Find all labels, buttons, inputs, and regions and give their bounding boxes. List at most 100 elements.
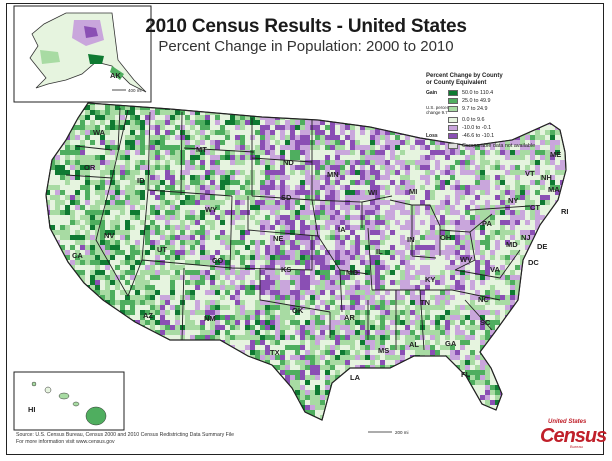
county-cell: [280, 370, 285, 375]
county-cell: [520, 400, 525, 405]
county-cell: [365, 395, 370, 400]
county-cell: [115, 240, 120, 245]
county-cell: [180, 140, 185, 145]
county-cell: [270, 415, 275, 420]
county-cell: [115, 220, 120, 225]
county-cell: [320, 290, 325, 295]
county-cell: [135, 290, 140, 295]
county-cell: [90, 255, 95, 260]
county-cell: [260, 290, 265, 295]
county-cell: [480, 240, 485, 245]
county-cell: [210, 205, 215, 210]
county-cell: [46, 280, 50, 285]
county-cell: [50, 225, 55, 230]
county-cell: [135, 300, 140, 305]
county-cell: [265, 300, 270, 305]
county-cell: [46, 125, 50, 130]
county-cell: [55, 340, 60, 345]
county-cell: [85, 180, 90, 185]
county-cell: [305, 405, 310, 410]
county-cell: [210, 130, 215, 135]
county-cell: [490, 290, 495, 295]
county-cell: [320, 315, 325, 320]
county-cell: [425, 145, 430, 150]
county-cell: [115, 195, 120, 200]
county-cell: [485, 180, 490, 185]
county-cell: [485, 220, 490, 225]
county-cell: [215, 360, 220, 365]
county-cell: [455, 285, 460, 290]
county-cell: [330, 375, 335, 380]
county-cell: [565, 150, 566, 155]
county-cell: [105, 170, 110, 175]
county-cell: [185, 160, 190, 165]
county-cell: [325, 360, 330, 365]
county-cell: [110, 250, 115, 255]
county-cell: [155, 215, 160, 220]
county-cell: [80, 165, 85, 170]
county-cell: [235, 240, 240, 245]
county-cell: [305, 170, 310, 175]
county-cell: [255, 190, 260, 195]
county-cell: [440, 170, 445, 175]
county-cell: [540, 290, 545, 295]
county-cell: [85, 295, 90, 300]
county-cell: [520, 170, 525, 175]
county-cell: [165, 310, 170, 315]
county-cell: [435, 185, 440, 190]
county-cell: [190, 310, 195, 315]
county-cell: [290, 410, 295, 415]
county-cell: [495, 300, 500, 305]
county-cell: [450, 285, 455, 290]
county-cell: [40, 340, 45, 345]
county-cell: [420, 110, 425, 115]
county-cell: [255, 380, 260, 385]
county-cell: [170, 400, 175, 405]
county-cell: [565, 190, 566, 195]
county-cell: [430, 250, 435, 255]
county-cell: [125, 330, 130, 335]
county-cell: [530, 135, 535, 140]
county-cell: [540, 380, 545, 385]
county-cell: [50, 245, 55, 250]
county-cell: [530, 170, 535, 175]
county-cell: [510, 290, 515, 295]
county-cell: [300, 375, 305, 380]
county-cell: [315, 370, 320, 375]
county-cell: [285, 125, 290, 130]
county-cell: [505, 200, 510, 205]
county-cell: [370, 160, 375, 165]
county-cell: [155, 125, 160, 130]
county-cell: [310, 125, 315, 130]
county-cell: [245, 110, 250, 115]
county-cell: [520, 235, 525, 240]
county-cell: [200, 375, 205, 380]
county-cell: [125, 185, 130, 190]
county-cell: [260, 270, 265, 275]
county-cell: [195, 275, 200, 280]
county-cell: [425, 285, 430, 290]
county-cell: [180, 240, 185, 245]
county-cell: [350, 330, 355, 335]
county-cell: [295, 390, 300, 395]
county-cell: [250, 340, 255, 345]
state-label-ne: NE: [273, 234, 283, 243]
county-cell: [360, 210, 365, 215]
county-cell: [295, 295, 300, 300]
county-cell: [445, 300, 450, 305]
county-cell: [300, 205, 305, 210]
county-cell: [85, 230, 90, 235]
county-cell: [445, 220, 450, 225]
county-cell: [265, 355, 270, 360]
county-cell: [210, 185, 215, 190]
legend-us-label-line-1: U.S. percent: [426, 105, 451, 110]
county-cell: [365, 325, 370, 330]
county-cell: [450, 400, 455, 405]
county-cell: [410, 385, 415, 390]
county-cell: [75, 205, 80, 210]
county-cell: [500, 355, 505, 360]
county-cell: [85, 190, 90, 195]
county-cell: [560, 400, 565, 405]
county-cell: [510, 150, 515, 155]
county-cell: [80, 145, 85, 150]
